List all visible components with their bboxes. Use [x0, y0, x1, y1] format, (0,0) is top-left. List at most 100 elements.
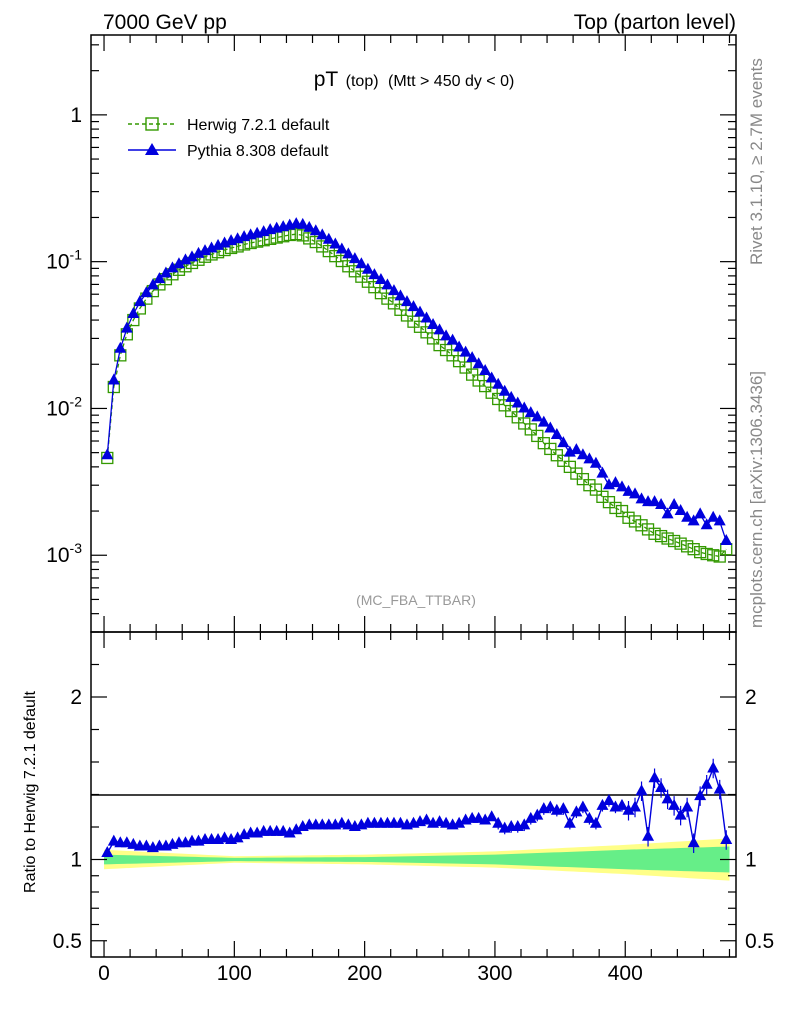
ratio-y-tick-label-right: 0.5	[745, 930, 774, 953]
herwig-point	[505, 404, 518, 418]
ratio-pythia-point	[615, 798, 628, 810]
herwig-point	[479, 379, 492, 393]
pythia-point	[498, 384, 511, 396]
pythia-point	[557, 436, 570, 448]
pythia-point	[544, 421, 557, 433]
ratio-pythia-point	[485, 810, 498, 822]
ratio-pythia-point	[674, 808, 687, 820]
ratio-tick-labels: 0.5 0.5 1 1 2 2 0 100 200 300 400	[53, 686, 774, 985]
pythia-point	[381, 278, 394, 290]
ratio-pythia-point	[648, 771, 661, 783]
pythia-point	[192, 246, 205, 258]
ratio-pythia-point	[479, 813, 492, 825]
pythia-point	[713, 514, 726, 526]
herwig-point	[316, 240, 329, 253]
pythia-point	[681, 510, 694, 522]
herwig-point	[563, 460, 577, 474]
analysis-tag: (MC_FBA_TTBAR)	[356, 592, 476, 608]
herwig-point	[387, 297, 401, 310]
herwig-point	[589, 483, 603, 496]
ratio-pythia-point	[101, 846, 114, 857]
pythia-point	[589, 456, 602, 468]
herwig-point	[609, 501, 622, 515]
pythia-point	[576, 448, 589, 460]
herwig-point	[622, 511, 635, 524]
main-y-tick-label: 1	[70, 104, 82, 127]
pythia-point	[407, 300, 420, 312]
tick-base: 10	[46, 544, 69, 567]
herwig-point	[648, 527, 661, 540]
ratio-band-green	[104, 846, 730, 873]
pythia-point	[420, 311, 433, 323]
ratio-pythia-point	[668, 798, 681, 810]
x-tick-label: 100	[217, 962, 252, 985]
ratio-series-layer	[101, 758, 733, 857]
herwig-point	[459, 361, 472, 374]
herwig-point	[654, 529, 668, 543]
pythia-point	[518, 401, 531, 413]
tick-exponent: -3	[70, 540, 83, 556]
herwig-point	[583, 479, 596, 492]
x-tick-label: 200	[347, 962, 382, 985]
pythia-point	[309, 224, 322, 236]
herwig-point	[700, 547, 713, 561]
pythia-point	[648, 495, 661, 507]
pythia-point	[101, 448, 114, 460]
ratio-y-tick-label-left: 2	[70, 686, 82, 709]
ratio-pythia-point	[544, 800, 557, 812]
main-axis-ticks	[91, 35, 736, 633]
pythia-point	[596, 466, 609, 478]
main-series-layer	[101, 217, 733, 563]
collision-label: 7000 GeV pp	[103, 11, 227, 34]
pythia-point	[166, 261, 179, 273]
pythia-point	[485, 371, 498, 383]
herwig-point	[296, 229, 309, 242]
pythia-point	[668, 497, 681, 509]
ratio-pythia-point	[557, 802, 570, 814]
ratio-pythia-point	[231, 831, 244, 843]
pythia-point	[159, 266, 172, 278]
tick-base: 10	[46, 397, 69, 420]
herwig-point	[309, 235, 322, 249]
pythia-point	[674, 504, 687, 516]
pythia-point	[700, 518, 713, 530]
pythia-point	[707, 510, 720, 522]
plot-title: pT (top) (Mtt > 450 dy < 0)	[314, 68, 515, 91]
ratio-y-tick-label-right: 1	[745, 849, 757, 872]
pythia-point	[361, 262, 374, 274]
pythia-point	[531, 410, 544, 422]
ratio-pythia-point	[589, 816, 602, 828]
ratio-pythia-point	[687, 836, 700, 848]
pythia-point	[120, 321, 133, 333]
pythia-point	[316, 228, 329, 240]
ratio-pythia-point	[635, 784, 648, 796]
pythia-point	[505, 390, 518, 402]
ratio-pythia-point	[720, 833, 733, 844]
pythia-point	[374, 272, 387, 284]
ratio-pythia-point	[583, 811, 596, 823]
pythia-point	[661, 507, 674, 519]
ratio-pythia-point	[283, 826, 296, 838]
herwig-point	[635, 519, 648, 532]
pythia-point	[140, 286, 153, 298]
herwig-point	[290, 227, 303, 241]
pythia-point	[583, 452, 596, 464]
pythia-point	[146, 278, 159, 290]
ratio-pythia-point	[420, 813, 433, 825]
legend: Herwig 7.2.1 default Pythia 8.308 defaul…	[128, 117, 330, 160]
pythia-point	[453, 340, 466, 352]
herwig-point	[680, 540, 694, 553]
plot-title-sub1: (top)	[346, 73, 379, 90]
tick-base: 10	[46, 251, 69, 274]
ratio-pythia-point	[518, 818, 531, 830]
pythia-point	[615, 480, 628, 492]
ratio-pythia-point	[563, 816, 576, 828]
pythia-point	[394, 289, 407, 301]
main-y-tick-label: 10-3	[46, 540, 82, 567]
pythia-point	[127, 306, 140, 318]
main-y-tick-label: 10-2	[46, 393, 82, 420]
pythia-point	[172, 257, 185, 269]
herwig-point	[661, 532, 674, 545]
ratio-uncertainty-bands	[104, 838, 730, 881]
ratio-pythia-point	[596, 798, 609, 810]
